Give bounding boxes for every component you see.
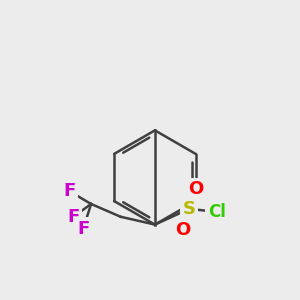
Text: F: F: [63, 182, 76, 200]
Text: Cl: Cl: [208, 203, 226, 221]
Text: F: F: [77, 220, 89, 238]
Text: F: F: [67, 208, 80, 226]
Text: O: O: [175, 221, 190, 239]
Text: S: S: [183, 200, 196, 218]
Text: O: O: [188, 180, 204, 198]
